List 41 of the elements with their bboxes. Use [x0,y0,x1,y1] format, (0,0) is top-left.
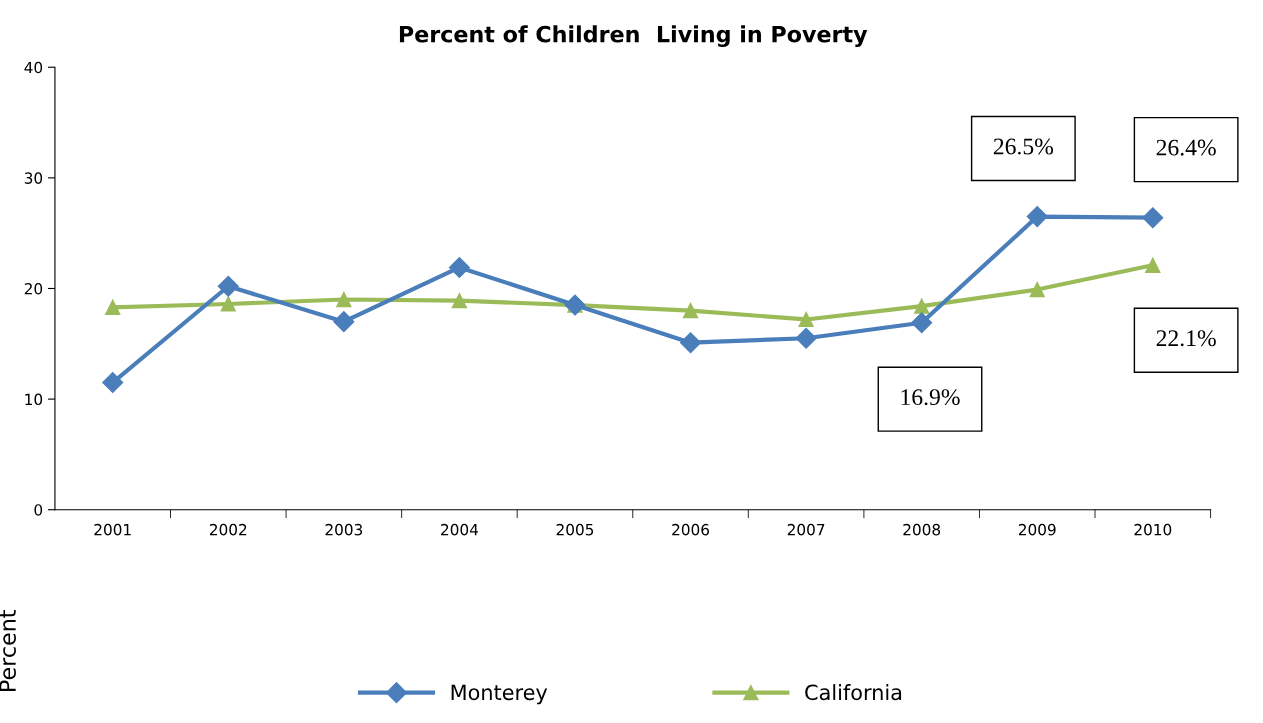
legend-label: California [805,684,902,701]
point [680,332,702,354]
chart-title: Percent of Children Living in Poverty [399,25,868,48]
x-tick-label: 2007 [787,523,825,536]
y-tick-label: 0 [34,504,43,516]
point [911,312,933,334]
point [1145,257,1161,273]
x-tick-label: 2009 [1018,523,1056,536]
point [451,293,468,309]
point [217,275,239,297]
point [1029,281,1045,298]
x-tick-label: 2005 [556,523,594,536]
point [914,298,930,314]
legend-label: Monterey [451,684,548,705]
point [1142,207,1164,229]
point [333,311,355,333]
annotation: 22.1% [1156,330,1216,347]
point [336,291,352,308]
point [682,302,699,319]
annotation: 16.9% [901,389,960,406]
point [102,371,124,394]
x-tick-label: 2008 [903,523,941,536]
y-tick-label: 10 [25,393,43,406]
point [1026,206,1048,228]
point [448,256,470,278]
x-tick-label: 2003 [325,523,363,536]
x-tick-label: 2002 [209,523,247,536]
x-tick-label: 2001 [94,523,131,536]
point [795,327,817,349]
x-tick-label: 2004 [441,523,478,536]
y-tick-label: 40 [24,61,43,74]
y-tick-label: 30 [24,172,43,184]
x-tick-label: 2006 [672,523,710,536]
annotation: 26.5% [993,138,1054,155]
point [798,311,814,328]
point [220,296,236,312]
annotation: 26.4% [1156,139,1216,156]
y-tick-label: 20 [24,282,43,295]
y-axis-title: Percent [0,610,16,691]
x-tick-label: 2010 [1134,523,1172,536]
point [105,299,121,315]
